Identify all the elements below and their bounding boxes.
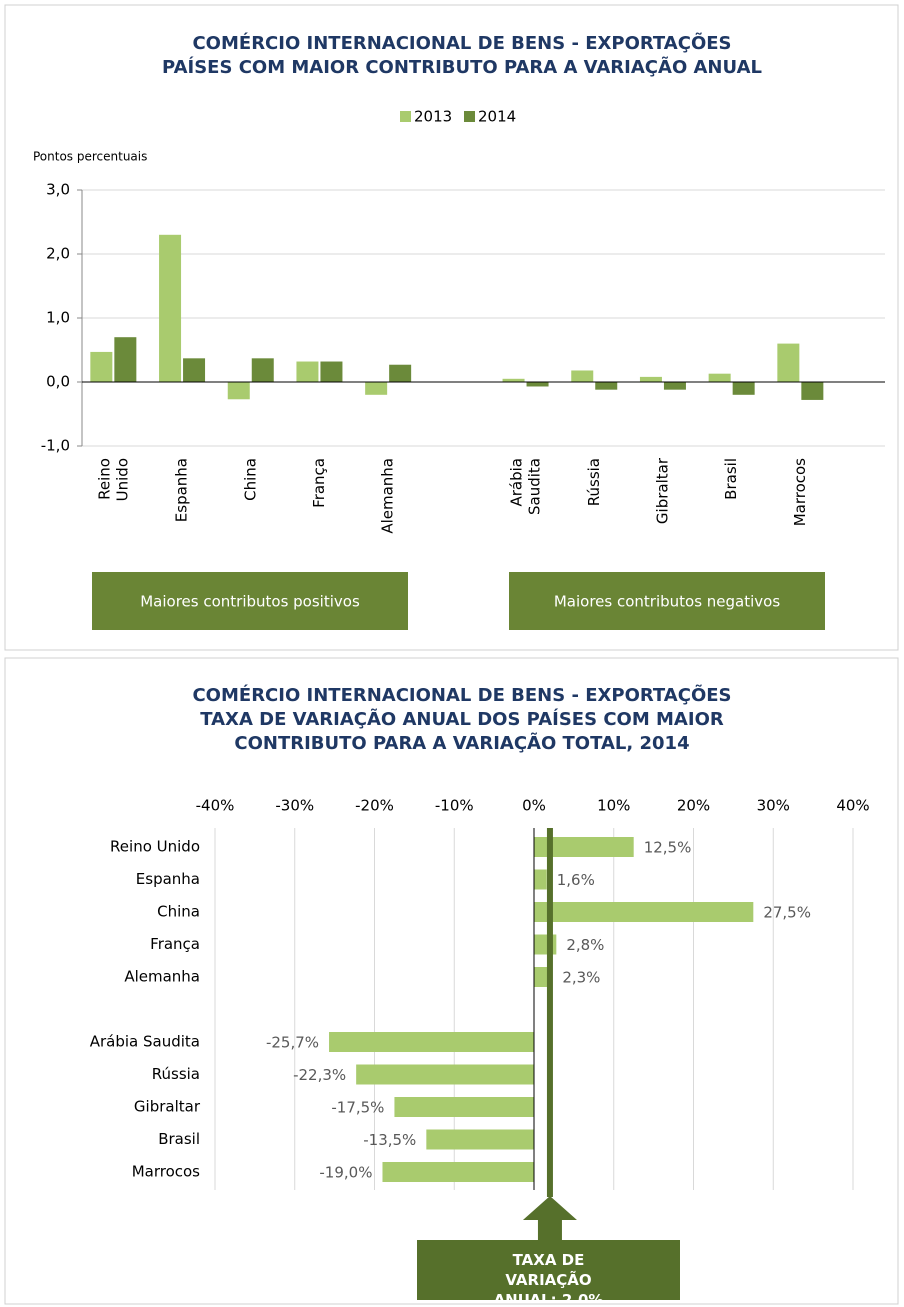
bar: [90, 351, 113, 382]
y-tick-label: França: [150, 935, 200, 953]
chart-title: COMÉRCIO INTERNACIONAL DE BENS - EXPORTA…: [192, 683, 731, 706]
y-tick-label: China: [157, 903, 200, 921]
data-label: -25,7%: [266, 1034, 319, 1052]
arrow: [522, 1196, 577, 1240]
x-tick-label: Gibraltar: [653, 457, 671, 524]
bar: [251, 358, 274, 382]
annotation-box: [509, 572, 825, 630]
x-tick-label: -20%: [355, 797, 394, 815]
x-tick-label: -10%: [435, 797, 474, 815]
legend-swatch: [400, 111, 411, 122]
data-label: -13,5%: [363, 1131, 416, 1149]
bar: [227, 382, 250, 400]
bar: [394, 1097, 534, 1117]
data-label: 12,5%: [644, 839, 692, 857]
bar: [329, 1032, 534, 1052]
x-tick-label: França: [310, 458, 328, 508]
bar: [732, 382, 755, 395]
bar: [534, 837, 634, 857]
x-tick-label: 40%: [836, 797, 869, 815]
data-label: -17,5%: [331, 1099, 384, 1117]
annotation-box: [92, 572, 408, 630]
bar: [777, 343, 800, 382]
bar: [663, 382, 686, 390]
annotation-wrap: TAXA DE VARIAÇÃO ANUAL: 2,0%: [493, 1251, 604, 1300]
bar: [365, 382, 388, 395]
bar: [320, 361, 343, 382]
bar: [296, 361, 319, 382]
x-tick-label: ReinoUnido: [95, 458, 131, 501]
bar: [534, 902, 754, 922]
legend-swatch: [464, 111, 475, 122]
bar: [526, 382, 549, 387]
chart-title: COMÉRCIO INTERNACIONAL DE BENS - EXPORTA…: [192, 31, 731, 54]
panel: [4, 4, 899, 651]
legend-label: 2014: [478, 108, 516, 126]
bar: [534, 869, 547, 890]
data-label: 2,3%: [562, 969, 600, 987]
y-tick-label: 1,0: [46, 309, 70, 327]
bar: [114, 337, 137, 382]
bar: [183, 358, 206, 382]
y-tick-label: -1,0: [41, 437, 70, 455]
y-tick-label: 0,0: [46, 373, 70, 391]
chart-title: TAXA DE VARIAÇÃO ANUAL DOS PAÍSES COM MA…: [200, 707, 724, 730]
data-label: 1,6%: [557, 871, 595, 889]
chart-title: CONTRIBUTO PARA A VARIAÇÃO TOTAL, 2014: [234, 731, 689, 754]
annotation-box: [417, 1240, 680, 1300]
y-tick-label: Reino Unido: [110, 838, 200, 856]
panel: [4, 657, 899, 1305]
bar: [534, 934, 557, 955]
x-tick-label: China: [241, 458, 259, 501]
bar: [595, 382, 618, 390]
bar: [426, 1129, 534, 1150]
y-tick-label: Gibraltar: [134, 1098, 201, 1116]
y-tick-label: 2,0: [46, 245, 70, 263]
x-tick-label: Espanha: [173, 458, 191, 522]
x-tick-label: 30%: [757, 797, 790, 815]
bar: [382, 1162, 534, 1182]
y-tick-label: Alemanha: [124, 968, 200, 986]
x-tick-label: -40%: [196, 797, 235, 815]
annotation: Maiores contributos positivos: [140, 593, 360, 611]
x-tick-label: Brasil: [722, 458, 740, 500]
reference-label: TAXA DE VARIAÇÃO ANUAL: 2,0%: [493, 1251, 604, 1300]
y-tick-label: Marrocos: [132, 1163, 200, 1181]
bar: [571, 370, 594, 382]
chart-title: PAÍSES COM MAIOR CONTRIBUTO PARA A VARIA…: [162, 55, 762, 78]
data-label: 2,8%: [566, 936, 604, 954]
bar: [502, 378, 525, 382]
bar: [708, 373, 731, 382]
bar: [159, 234, 182, 382]
x-tick-label: Alemanha: [379, 458, 397, 534]
x-tick-label: 0%: [522, 797, 546, 815]
y-tick-label: Espanha: [136, 870, 200, 888]
bar: [356, 1064, 534, 1085]
x-tick-label: -30%: [275, 797, 314, 815]
y-tick-label: Arábia Saudita: [90, 1033, 200, 1051]
x-tick-label: 20%: [677, 797, 710, 815]
data-label: 27,5%: [763, 904, 811, 922]
bar: [801, 382, 824, 400]
bar: [389, 364, 412, 382]
data-label: -22,3%: [293, 1066, 346, 1084]
axis-title: Pontos percentuais: [33, 150, 147, 164]
x-tick-label: Rússia: [585, 458, 603, 506]
legend-label: 2013: [414, 108, 452, 126]
annotation: Maiores contributos negativos: [554, 593, 780, 611]
y-tick-label: Brasil: [158, 1130, 200, 1148]
x-tick-label: Marrocos: [791, 458, 809, 526]
y-tick-label: Rússia: [152, 1065, 200, 1083]
x-tick-label: ArábiaSaudita: [507, 458, 543, 515]
y-tick-label: 3,0: [46, 181, 70, 199]
x-tick-label: 10%: [597, 797, 630, 815]
data-label: -19,0%: [319, 1164, 372, 1182]
bar: [639, 376, 662, 382]
